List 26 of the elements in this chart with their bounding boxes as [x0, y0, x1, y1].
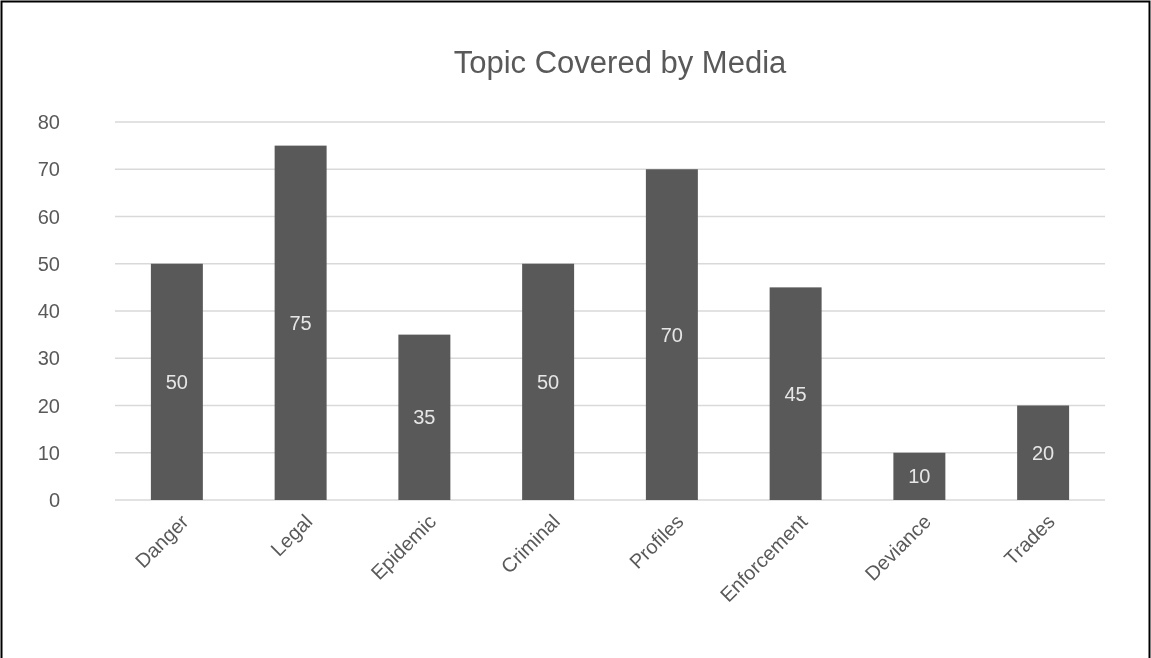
chart-title: Topic Covered by Media: [453, 44, 788, 80]
bar: [522, 263, 575, 500]
y-tick-label: 70: [37, 158, 60, 181]
y-tick-label: 30: [37, 347, 60, 370]
data-label: 50: [537, 370, 560, 393]
bar: [893, 452, 946, 500]
bar: [398, 334, 451, 500]
y-tick-label: 0: [48, 489, 60, 511]
data-label: 50: [165, 370, 188, 393]
y-tick-label: 20: [37, 394, 60, 417]
data-label: 10: [908, 465, 931, 488]
bar: [150, 263, 203, 500]
data-label: 70: [660, 323, 683, 346]
data-label: 35: [413, 406, 436, 429]
bar: [274, 145, 327, 500]
data-label: 45: [784, 382, 807, 405]
y-tick-label: 60: [37, 205, 60, 228]
bar: [769, 287, 822, 500]
data-label: 75: [289, 311, 312, 334]
bar: [1017, 405, 1070, 500]
y-tick-label: 10: [37, 441, 60, 464]
y-tick-label: 50: [37, 252, 60, 275]
y-tick-label: 80: [37, 111, 60, 133]
data-label: 20: [1032, 441, 1055, 464]
y-tick-label: 40: [37, 300, 60, 322]
bar: [645, 169, 698, 500]
